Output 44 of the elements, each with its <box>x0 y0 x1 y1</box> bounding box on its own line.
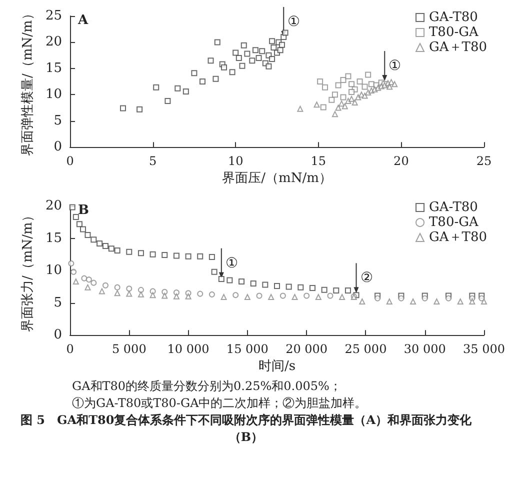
legend-label: GA＋T80 <box>429 230 488 245</box>
x-tick-label: 10 <box>228 154 244 168</box>
x-tick-label: 35 000 <box>463 342 505 356</box>
x-tick-label: 15 000 <box>226 342 268 356</box>
y-tick-label: 15 <box>45 60 62 76</box>
y-tick-label: 10 <box>45 87 62 102</box>
x-tick-label: 20 000 <box>286 342 328 356</box>
annotation: B <box>78 203 89 218</box>
annotation: ① <box>288 14 301 30</box>
y-tick-label: 15 <box>45 230 62 246</box>
text: ①为GA-T80或T80-GA中的二次加样；②为胆盐加样。 <box>71 395 368 412</box>
x-tick-label: 30 000 <box>404 342 446 356</box>
y-tick-label: 5 <box>54 113 62 128</box>
legend-label: GA-T80 <box>429 200 478 215</box>
y-tick-label: 25 <box>45 8 62 24</box>
y-tick-label: 20 <box>45 34 62 50</box>
y-tick-label: 0 <box>54 140 62 155</box>
legend-label: GA＋T80 <box>429 40 488 55</box>
legend-label: T80-GA <box>429 215 480 230</box>
x-tick-label: 0 <box>66 342 74 356</box>
y-tick-label: 5 <box>54 295 62 310</box>
y-tick-label: 0 <box>54 328 62 343</box>
caption: 图 5 GA和T80复合体系条件下不同吸附次序的界面弹性模量（A）和界面张力变化（B） <box>19 412 473 446</box>
y-tick-label: 10 <box>45 263 62 278</box>
annotation: ① <box>225 255 238 272</box>
legend-label: GA-T80 <box>429 10 478 25</box>
y-axis-title: 界面张力/（mN/m） <box>20 209 36 332</box>
x-tick-label: 20 <box>394 154 409 168</box>
annotation: ② <box>360 270 374 286</box>
annotation: A <box>77 13 89 28</box>
x-axis-title: 时间/s <box>258 359 296 374</box>
annotation: ① <box>388 58 402 74</box>
text: GA和T80的终质量分数分别为0.25%和0.005%； <box>71 378 342 395</box>
x-tick-label: 10 000 <box>167 342 210 356</box>
x-tick-label: 5 <box>148 154 157 168</box>
x-tick-label: 15 <box>310 154 326 168</box>
x-axis-title: 界面压/（mN/m） <box>222 171 332 186</box>
x-tick-label: 25 <box>476 154 492 168</box>
y-axis-title: 界面弹性模量/（mN/m） <box>20 7 36 156</box>
legend-label: T80-GA <box>429 25 480 40</box>
x-tick-label: 5 000 <box>112 342 146 356</box>
y-tick-label: 20 <box>45 198 62 214</box>
x-tick-label: 25 000 <box>344 342 387 356</box>
x-tick-label: 0 <box>66 154 74 168</box>
